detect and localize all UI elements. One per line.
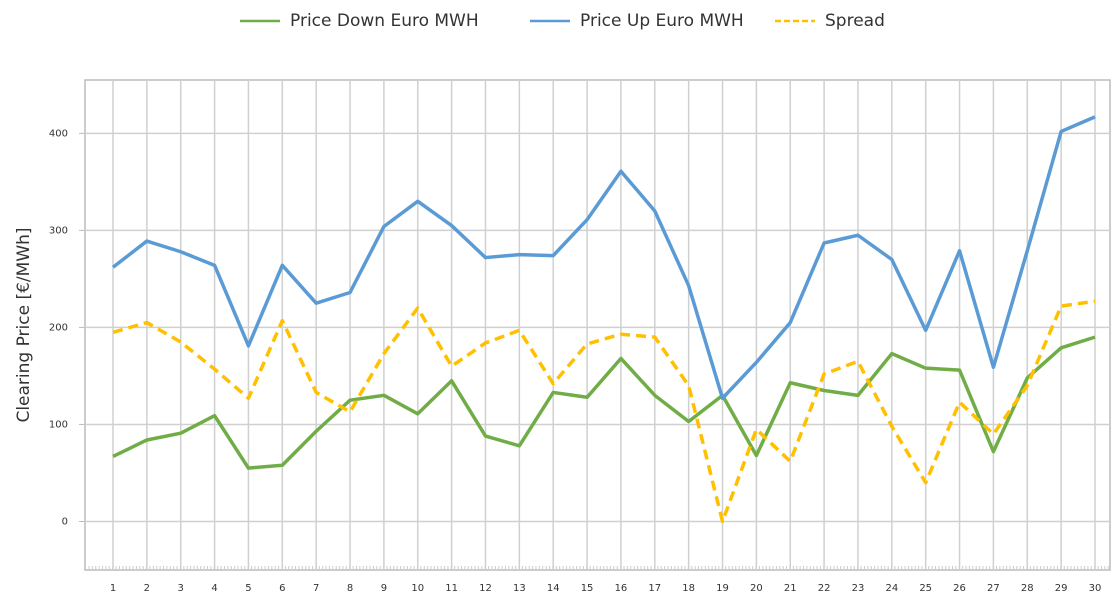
x-tick-label: 16 xyxy=(615,583,628,594)
x-tick-label: 17 xyxy=(648,583,661,594)
y-tick-label: 100 xyxy=(49,419,68,430)
line-series xyxy=(112,299,1096,524)
x-tick-label: 28 xyxy=(1021,583,1034,594)
x-tick-label: 22 xyxy=(818,583,831,594)
y-tick-label: 0 xyxy=(62,516,68,527)
x-tick-label: 30 xyxy=(1089,583,1102,594)
x-tick-label: 10 xyxy=(411,583,424,594)
x-tick-label: 11 xyxy=(445,583,458,594)
x-tick-label: 21 xyxy=(784,583,797,594)
x-tick-label: 29 xyxy=(1055,583,1068,594)
x-tick-label: 14 xyxy=(547,583,560,594)
y-tick-label: 400 xyxy=(49,128,68,139)
legend-label: Price Up Euro MWH xyxy=(580,11,744,31)
x-tick-label: 13 xyxy=(513,583,526,594)
x-tick-label: 2 xyxy=(144,583,150,594)
x-tick-label: 27 xyxy=(987,583,1000,594)
x-tick-label: 6 xyxy=(279,583,285,594)
x-tick-label: 20 xyxy=(750,583,763,594)
x-tick-label: 25 xyxy=(919,583,932,594)
line-series xyxy=(112,335,1096,470)
x-tick-label: 4 xyxy=(211,583,217,594)
x-tick-label: 9 xyxy=(381,583,387,594)
x-tick-label: 3 xyxy=(178,583,184,594)
line-series xyxy=(111,115,1096,401)
x-tick-label: 23 xyxy=(852,583,865,594)
y-axis-label: Clearing Price [€/MWh] xyxy=(14,227,34,422)
x-tick-label: 19 xyxy=(716,583,729,594)
x-tick-label: 7 xyxy=(313,583,319,594)
x-tick-label: 12 xyxy=(479,583,492,594)
x-tick-label: 18 xyxy=(682,583,695,594)
x-tick-label: 1 xyxy=(110,583,116,594)
y-tick-label: 200 xyxy=(49,322,68,333)
legend-label: Price Down Euro MWH xyxy=(290,11,479,31)
x-tick-label: 26 xyxy=(953,583,966,594)
legend-label: Spread xyxy=(825,11,885,31)
plot-frame xyxy=(84,79,1111,571)
x-tick-label: 15 xyxy=(581,583,594,594)
y-tick-label: 300 xyxy=(49,225,68,236)
x-tick-label: 5 xyxy=(245,583,251,594)
x-tick-label: 24 xyxy=(885,583,898,594)
x-tick-label: 8 xyxy=(347,583,353,594)
